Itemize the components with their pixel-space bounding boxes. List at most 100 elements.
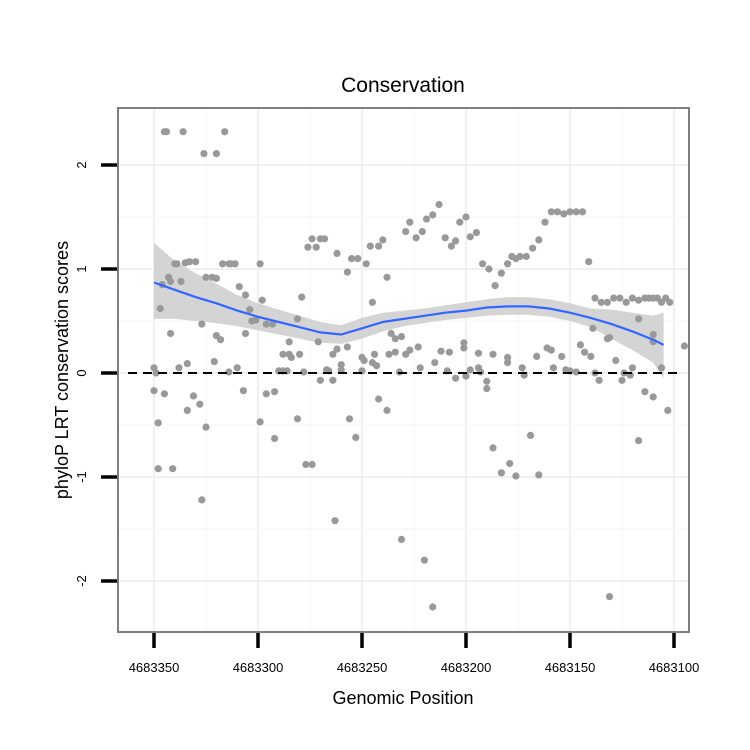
scatter-point [219,260,227,268]
scatter-point [156,304,164,313]
scatter-point [585,258,593,266]
scatter-point [192,258,200,266]
x-tick-label: 4683300 [233,660,284,675]
scatter-point [406,218,414,226]
scatter-point [154,465,162,473]
scatter-point [397,333,406,341]
scatter-point [185,258,193,266]
scatter-point [241,291,250,299]
x-axis: 4683350 4683300 4683250 4683200 4683150 46831… [129,633,700,675]
scatter-point [657,364,666,372]
scatter-point [173,260,181,268]
scatter-point [412,234,420,242]
scatter-point [183,406,191,414]
scatter-point [329,376,337,384]
scatter-point [160,390,168,398]
scatter-point [235,283,243,291]
scatter-point [504,359,512,367]
scatter-point [462,213,470,221]
scatter-point [302,460,310,469]
scatter-point [391,348,399,356]
scatter-point [227,260,235,268]
scatter-point [664,406,672,414]
scatter-point [314,338,322,346]
x-tick-label: 4683100 [649,660,700,675]
scatter-point [535,236,543,244]
scatter-point [212,332,220,340]
scatter-point [337,366,345,374]
scatter-point [162,128,171,136]
scatter-point [375,242,383,250]
scatter-point [603,298,612,306]
x-tick-label: 4683150 [545,660,596,675]
scatter-point [483,385,491,393]
scatter-point [581,348,589,356]
scatter-point [460,344,468,352]
scatter-point [649,393,657,401]
scatter-point [547,208,555,216]
scatter-point [587,352,595,360]
scatter-point [595,376,603,384]
scatter-point [497,269,505,277]
scatter-point [200,150,208,158]
scatter-point [560,210,568,218]
scatter-point [269,320,277,328]
scatter-point [422,215,431,223]
scatter-point [622,298,630,306]
scatter-point [516,252,524,261]
scatter-point [504,353,512,361]
scatter-point [649,330,657,339]
smooth-line [153,281,665,346]
scatter-point [323,366,331,374]
scatter-point [447,242,455,250]
scatter-point [279,350,287,358]
scatter-point [169,465,177,473]
scatter-point [256,260,264,268]
scatter-point [418,228,426,236]
scatter-point [379,236,387,244]
scatter-point [635,437,643,445]
scatter-point [391,335,399,343]
scatter-point [202,423,210,431]
scatter-point [189,392,198,400]
scatter-point [370,350,379,358]
scatter-point [562,366,570,374]
scatter-point [628,364,637,372]
scatter-point [212,274,220,282]
y-tick-label: 1 [74,265,89,272]
scatter-point [262,320,270,328]
scatter-point [497,469,505,477]
scatter-point [578,208,587,216]
scatter-point [329,350,337,358]
scatter-point [605,593,614,601]
scatter-point [529,244,537,252]
scatter-point [375,395,383,403]
scatter-point [533,352,541,360]
scatter-point [635,315,643,323]
plot-panel [117,107,690,633]
y-axis: 2 1 0 -1 -2 [74,161,117,587]
scatter-point [485,265,493,273]
x-axis-title: Genomic Position [332,688,473,708]
scatter-point [304,243,312,251]
y-tick-label: -1 [74,471,89,483]
scatter-point [312,243,320,251]
scatter-point [262,390,270,398]
y-tick-label: -2 [74,575,89,587]
scatter-point [462,372,470,380]
x-tick-label: 4683250 [337,660,388,675]
scatter-point [150,364,158,372]
scatter-point [308,235,316,243]
scatter-point [233,364,241,372]
scatter-point [296,350,304,358]
scatter-point [352,433,360,442]
scatter-point [441,234,449,242]
scatter-point [248,317,256,325]
scatter-point [489,350,497,358]
scatter-point [333,345,341,353]
scatter-point [212,150,220,158]
scatter-point [437,347,445,355]
scatter-point [345,415,354,423]
scatter-point [241,329,250,338]
scatter-point [343,343,351,351]
